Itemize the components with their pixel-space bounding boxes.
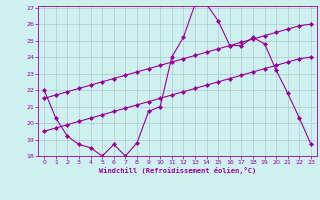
X-axis label: Windchill (Refroidissement éolien,°C): Windchill (Refroidissement éolien,°C) xyxy=(99,167,256,174)
